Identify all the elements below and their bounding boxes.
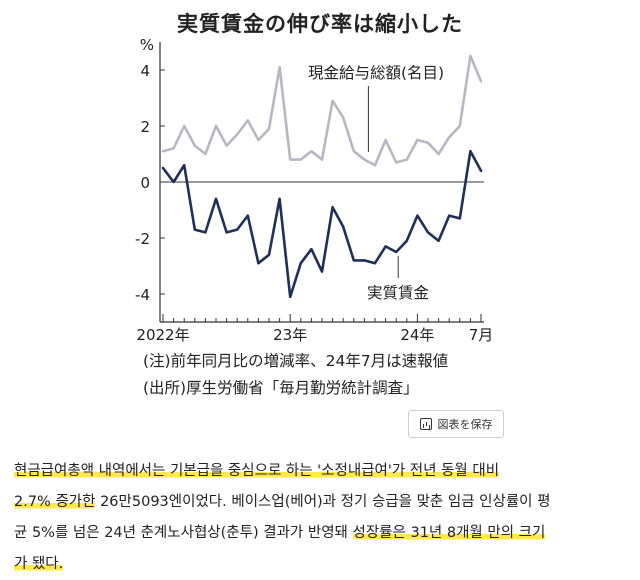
y-tick-label: 4 — [140, 62, 150, 80]
article-line-2: 2.7% 증가한 26만5093엔이었다. 베이스업(베어)과 정기 승급을 맞… — [14, 487, 626, 518]
chart-figure: 実質賃金の伸び率は縮小した % 4 2 0 -2 -4 2022年 23年 24年 7月 現金給与総… — [135, 12, 504, 438]
chart-note: (注)前年同月比の増減率、24年7月は速報値 — [143, 352, 449, 370]
x-tick-label: 2022年 — [136, 326, 189, 344]
series-line-real — [161, 149, 483, 299]
annotation-real: 実質賃金 — [367, 284, 430, 302]
chart-source: (出所)厚生労働省「毎月勤労統計調査」 — [143, 379, 419, 397]
annotation-nominal: 現金給与総額(名目) — [308, 64, 444, 82]
article-line-4: 가 됐다. — [14, 549, 626, 580]
article-text-3a: 균 5%를 넘은 24년 춘계노사협상(춘투) 결과가 반영돼 — [14, 525, 353, 541]
y-axis-unit: % — [140, 36, 154, 54]
series-line-nominal — [161, 54, 483, 167]
y-tick-label: 0 — [140, 174, 150, 192]
highlight-2: 2.7% 증가한 — [14, 494, 96, 510]
highlight-4: 가 됐다. — [14, 556, 64, 572]
save-chart-button[interactable]: 図表を保存 — [408, 410, 504, 438]
highlight-3: 성장률은 31년 8개월 만의 크기 — [352, 525, 546, 541]
chart-title: 実質賃金の伸び率は縮小した — [177, 12, 463, 36]
x-tick-label: 24年 — [400, 326, 434, 344]
y-tick-label: -4 — [135, 286, 150, 304]
article-text-2b: 26만5093엔이었다. 베이스업(베어)과 정기 승급을 맞춘 임금 인상률이… — [95, 494, 551, 510]
y-tick-label: 2 — [140, 118, 150, 136]
x-tick-label: 23年 — [273, 326, 307, 344]
article-line-1: 현금급여총액 내역에서는 기본급을 중심으로 하는 '소정내급여'가 전년 동월… — [14, 456, 626, 487]
x-tick-label: 7月 — [469, 326, 494, 344]
highlight-1: 현금급여총액 내역에서는 기본급을 중심으로 하는 '소정내급여'가 전년 동월… — [14, 463, 500, 479]
y-tick-label: -2 — [135, 230, 150, 248]
chart-icon — [419, 418, 432, 430]
line-chart: % 4 2 0 -2 -4 2022年 23年 24年 7月 現金給与総額(名目) 実質賃金 — [135, 36, 494, 344]
save-chart-label: 図表を保存 — [437, 418, 493, 431]
article-line-3: 균 5%를 넘은 24년 춘계노사협상(춘투) 결과가 반영돼 성장률은 31년… — [14, 518, 626, 549]
article-text: 현금급여총액 내역에서는 기본급을 중심으로 하는 '소정내급여'가 전년 동월… — [14, 456, 626, 580]
